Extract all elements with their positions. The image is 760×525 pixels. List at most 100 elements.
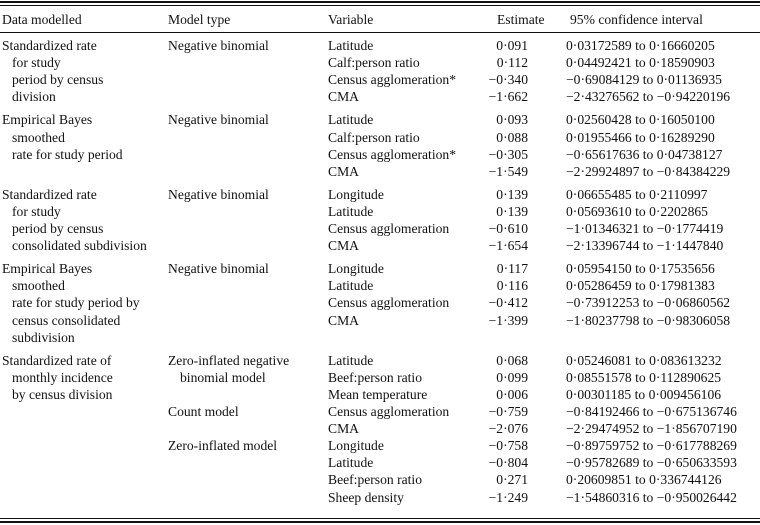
estimate-cell: −0·412 [488, 295, 528, 311]
estimate-cell: −1·654 [488, 238, 528, 254]
variable-cell: Census agglomeration* [328, 146, 456, 162]
data-modelled-line: Standardized rate [2, 38, 97, 53]
ci-cell: 0·08551578 to 0·112890625 [566, 369, 722, 385]
estimate-cell: −0·305 [488, 146, 528, 162]
header-rule [0, 32, 760, 33]
variable-cell: Census agglomeration [328, 404, 450, 419]
ci-cell: −2·43276562 to −0·94220196 [566, 89, 731, 105]
variable-cell: Latitude [328, 203, 374, 219]
ci-cell: −0·69084129 to 0·01136935 [566, 72, 722, 88]
ci-cell: −2·29474952 to −1·856707190 [566, 421, 737, 437]
ci-cell: 0·05693610 to 0·2202865 [566, 203, 708, 219]
model-type-line: binomial model [180, 369, 266, 385]
variable-cell: Latitude [328, 455, 374, 471]
model-type-line: Count model [168, 404, 239, 419]
estimate-cell: −1·549 [488, 163, 528, 179]
variable-cell: Longitude [328, 261, 384, 277]
data-modelled-line: smoothed [12, 278, 65, 294]
header-ci: 95% confidence interval [570, 12, 703, 27]
data-modelled-line: consolidated subdivision [12, 238, 147, 254]
variable-cell: CMA [328, 89, 359, 105]
bottom-rule-outer [0, 521, 760, 523]
variable-cell: Latitude [328, 38, 374, 53]
data-modelled-line: division [12, 89, 56, 105]
variable-cell: Census agglomeration [328, 221, 450, 236]
estimate-cell: −0·340 [488, 72, 528, 88]
estimate-cell: 0·068 [496, 352, 528, 368]
estimate-cell: 0·117 [496, 261, 528, 277]
ci-cell: 0·00301185 to 0·009456106 [566, 386, 722, 402]
header-estimate: Estimate [497, 12, 545, 27]
data-modelled-line: Standardized rate of [2, 352, 112, 368]
model-type-line: Zero-inflated negative [168, 352, 290, 368]
data-modelled-line: period by census [12, 72, 104, 88]
variable-cell: CMA [328, 163, 359, 179]
estimate-cell: −1·662 [488, 89, 528, 105]
variable-cell: Longitude [328, 186, 384, 202]
estimate-cell: −0·759 [488, 404, 528, 419]
data-modelled-line: period by census [12, 221, 104, 236]
model-type-line: Negative binomial [168, 38, 269, 53]
variable-cell: Latitude [328, 352, 374, 368]
model-type-line: Zero-inflated model [168, 438, 278, 454]
data-modelled-line: rate for study period by [12, 295, 140, 311]
data-modelled-line: census consolidated [12, 312, 121, 328]
estimate-cell: −0·804 [488, 455, 528, 471]
ci-cell: 0·05246081 to 0·083613232 [566, 352, 722, 368]
data-modelled-line: by census division [12, 386, 113, 402]
variable-cell: Mean temperature [328, 386, 428, 402]
ci-cell: −0·65617636 to 0·04738127 [566, 146, 723, 162]
ci-cell: 0·20609851 to 0·336744126 [566, 472, 722, 488]
data-modelled-line: monthly incidence [12, 369, 113, 385]
ci-cell: −1·80237798 to −0·98306058 [566, 312, 731, 328]
ci-cell: 0·05954150 to 0·17535656 [566, 261, 715, 277]
data-modelled-line: subdivision [12, 329, 75, 345]
data-modelled-line: Empirical Bayes [2, 261, 93, 277]
estimate-cell: 0·271 [496, 472, 528, 488]
variable-cell: CMA [328, 312, 359, 328]
estimate-cell: 0·139 [496, 203, 528, 219]
variable-cell: Beef:person ratio [328, 472, 422, 488]
estimate-cell: 0·006 [496, 386, 528, 402]
variable-cell: CMA [328, 238, 359, 254]
ci-cell: 0·01955466 to 0·16289290 [566, 129, 715, 145]
variable-cell: Beef:person ratio [328, 369, 422, 385]
data-modelled-line: for study [12, 55, 61, 71]
ci-cell: −0·89759752 to −0·617788269 [566, 438, 737, 454]
ci-cell: −0·73912253 to −0·06860562 [566, 295, 731, 311]
top-rule-inner [0, 4, 760, 6]
variable-cell: Sheep density [328, 489, 404, 505]
ci-cell: −0·95782689 to −0·650633593 [566, 455, 737, 471]
variable-cell: Longitude [328, 438, 384, 454]
estimate-cell: −1·399 [488, 312, 528, 328]
ci-cell: 0·06655485 to 0·2110997 [566, 186, 708, 202]
header-model-type: Model type [168, 12, 231, 27]
model-type-line: Negative binomial [168, 186, 269, 202]
data-modelled-line: for study [12, 203, 61, 219]
estimate-cell: 0·088 [496, 129, 528, 145]
ci-cell: −1·01346321 to −0·1774419 [566, 221, 724, 236]
ci-cell: 0·02560428 to 0·16050100 [566, 112, 715, 128]
variable-cell: Calf:person ratio [328, 55, 420, 71]
header-variable: Variable [328, 12, 374, 27]
estimate-cell: 0·093 [496, 112, 528, 128]
ci-cell: −2·29924897 to −0·84384229 [566, 163, 731, 179]
ci-cell: 0·04492421 to 0·18590903 [566, 55, 715, 71]
ci-cell: 0·05286459 to 0·17981383 [566, 278, 715, 294]
estimate-cell: −1·249 [488, 489, 528, 505]
ci-cell: −2·13396744 to −1·1447840 [566, 238, 724, 254]
bottom-rule [0, 518, 760, 519]
variable-cell: Latitude [328, 278, 374, 294]
data-modelled-line: Standardized rate [2, 186, 97, 202]
estimate-cell: −2·076 [488, 421, 528, 437]
ci-cell: −1·54860316 to −0·950026442 [566, 489, 737, 505]
data-modelled-line: Empirical Bayes [2, 112, 93, 128]
ci-cell: 0·03172589 to 0·16660205 [566, 38, 715, 53]
variable-cell: Census agglomeration [328, 295, 450, 311]
top-rule [0, 1, 760, 3]
ci-cell: −0·84192466 to −0·675136746 [566, 404, 737, 419]
estimate-cell: −0·610 [488, 221, 528, 236]
data-modelled-line: smoothed [12, 129, 65, 145]
estimate-cell: 0·139 [496, 186, 528, 202]
variable-cell: CMA [328, 421, 359, 437]
